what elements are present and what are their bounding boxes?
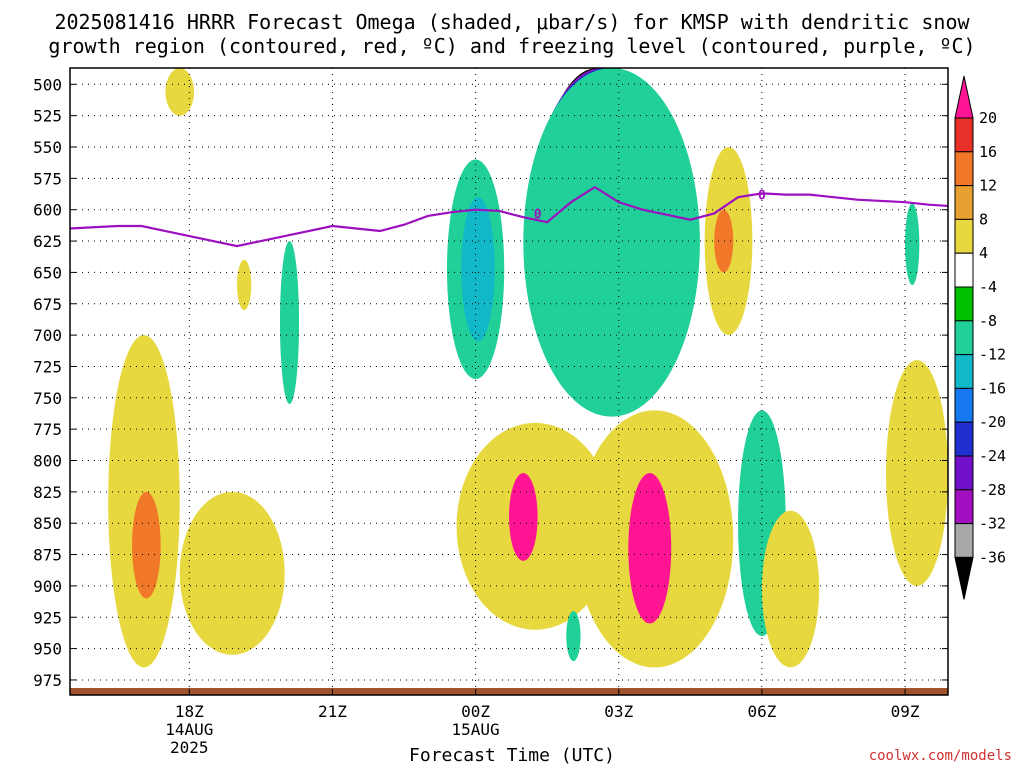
colorbar-segment-12 xyxy=(954,489,974,525)
omega-region-15 xyxy=(628,473,672,624)
omega-region-21 xyxy=(905,203,920,285)
omega-region-22 xyxy=(885,360,948,586)
y-tick-label-600: 600 xyxy=(33,201,62,220)
colorbar-label-11: -28 xyxy=(979,481,1006,499)
omega-region-5 xyxy=(179,491,285,655)
x-tick-sublabel-14AUG: 14AUG xyxy=(165,720,213,739)
y-tick-label-625: 625 xyxy=(33,232,62,251)
y-tick-label-900: 900 xyxy=(33,577,62,596)
omega-region-4 xyxy=(279,241,300,405)
colorbar-label-4: 4 xyxy=(979,244,988,262)
x-tick-label-18Z: 18Z xyxy=(175,702,204,721)
colorbar-label-12: -32 xyxy=(979,515,1006,533)
x-tick-label-03Z: 03Z xyxy=(604,702,633,721)
y-tick-label-925: 925 xyxy=(33,608,62,627)
terrain-strip xyxy=(70,688,948,695)
omega-region-20 xyxy=(761,510,820,668)
credit-text: coolwx.com/models xyxy=(868,748,1012,764)
y-tick-label-825: 825 xyxy=(33,483,62,502)
grid-lines xyxy=(70,68,948,695)
omega-region-2 xyxy=(165,68,195,116)
freezing-level-label-0: 0 xyxy=(534,207,542,222)
colorbar-segment-11 xyxy=(954,455,974,491)
omega-region-18 xyxy=(714,209,734,273)
omega-region-1 xyxy=(132,491,161,599)
y-tick-label-500: 500 xyxy=(33,75,62,94)
x-tick-sublabel-15AUG: 15AUG xyxy=(452,720,500,739)
colorbar-label-6: -8 xyxy=(979,312,997,330)
colorbar-label-5: -4 xyxy=(979,278,997,296)
y-tick-label-550: 550 xyxy=(33,138,62,157)
freezing-level-line xyxy=(70,185,948,248)
colorbar-top-arrow xyxy=(954,75,974,119)
colorbar-segment-7 xyxy=(954,320,974,356)
y-tick-label-675: 675 xyxy=(33,295,62,314)
colorbar-label-8: -16 xyxy=(979,379,1006,397)
chart-title-line1: 2025081416 HRRR Forecast Omega (shaded, … xyxy=(54,10,970,34)
y-tick-label-525: 525 xyxy=(33,107,62,126)
x-tick-label-21Z: 21Z xyxy=(318,702,347,721)
colorbar-segment-8 xyxy=(954,354,974,389)
colorbar-segment-2 xyxy=(954,151,974,187)
x-tick-sublabel-2025: 2025 xyxy=(170,738,209,757)
colorbar-label-2: 12 xyxy=(979,177,997,195)
omega-region-7 xyxy=(461,197,495,342)
omega-region-3 xyxy=(237,259,252,311)
x-axis-title: Forecast Time (UTC) xyxy=(409,745,615,766)
omega-region-16 xyxy=(566,610,581,662)
freezing-level-label-1: 0 xyxy=(758,189,766,204)
colorbar-segment-3 xyxy=(954,185,974,220)
colorbar-segment-6 xyxy=(954,286,974,322)
colorbar-segment-13 xyxy=(954,523,974,558)
colorbar-bottom-arrow xyxy=(954,556,974,600)
colorbar: 20 16 12 8 4 -4 -8 -12 -16 -20 -24 -28 -32 -36 xyxy=(954,75,1006,600)
x-tick-label-09Z: 09Z xyxy=(891,702,920,721)
freezing-level-contour: 00 xyxy=(70,185,948,248)
y-tick-label-650: 650 xyxy=(33,263,62,282)
y-tick-label-775: 775 xyxy=(33,420,62,439)
chart-title-line2: growth region (contoured, red, ºC) and f… xyxy=(48,34,976,58)
x-tick-label-06Z: 06Z xyxy=(747,702,776,721)
y-tick-label-750: 750 xyxy=(33,389,62,408)
y-tick-label-950: 950 xyxy=(33,640,62,659)
y-tick-label-575: 575 xyxy=(33,169,62,188)
omega-shading xyxy=(108,68,948,668)
colorbar-segment-10 xyxy=(954,421,974,457)
colorbar-label-1: 16 xyxy=(979,143,997,161)
omega-region-11 xyxy=(523,68,700,417)
terrain-bar xyxy=(70,688,948,695)
colorbar-label-13: -36 xyxy=(979,548,1006,566)
colorbar-segment-9 xyxy=(954,387,974,423)
colorbar-segment-5 xyxy=(954,252,974,288)
colorbar-segment-1 xyxy=(954,117,974,153)
colorbar-label-7: -12 xyxy=(979,346,1006,364)
colorbar-label-3: 8 xyxy=(979,210,988,228)
colorbar-label-10: -24 xyxy=(979,447,1006,465)
colorbar-segment-4 xyxy=(954,218,974,254)
omega-region-13 xyxy=(509,473,538,561)
y-axis: 500 525 550 575 600 625 650 675 700 725 750 775 800 8… xyxy=(33,75,948,690)
y-tick-label-850: 850 xyxy=(33,514,62,533)
colorbar-label-0: 20 xyxy=(979,109,997,127)
y-tick-label-700: 700 xyxy=(33,326,62,345)
y-tick-label-725: 725 xyxy=(33,357,62,376)
y-tick-label-975: 975 xyxy=(33,671,62,690)
x-tick-label-00Z: 00Z xyxy=(461,702,490,721)
y-tick-label-875: 875 xyxy=(33,546,62,565)
colorbar-label-9: -20 xyxy=(979,413,1006,431)
plot-frame xyxy=(69,67,949,696)
y-tick-label-800: 800 xyxy=(33,452,62,471)
